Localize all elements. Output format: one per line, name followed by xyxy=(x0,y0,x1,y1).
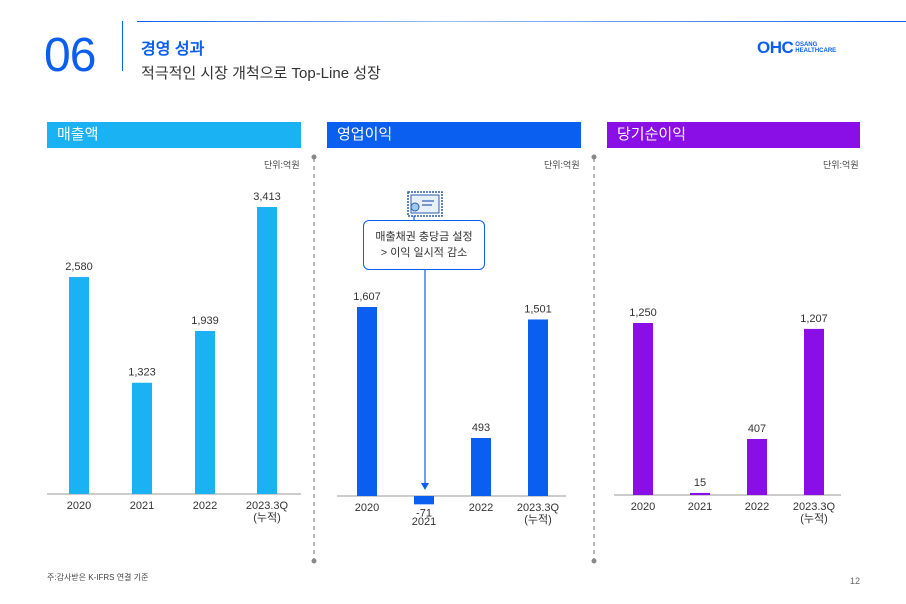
category-label: 2022 xyxy=(193,500,217,512)
data-label: 1,323 xyxy=(128,367,156,379)
callout-line-1: 매출채권 충당금 설정 xyxy=(375,231,473,243)
footnote: 주:감사받은 K-IFRS 연결 기준 xyxy=(47,573,149,582)
callout-box: 매출채권 충당금 설정 > 이익 일시적 감소 xyxy=(363,220,485,270)
company-logo: OHC OSANG HEALTHCARE xyxy=(757,38,836,58)
category-label: 2021 xyxy=(688,501,712,513)
bar-2023.3Q xyxy=(528,319,548,496)
unit-label: 단위:억원 xyxy=(544,160,580,170)
data-label: 2,580 xyxy=(65,261,93,273)
logo-mark: OHC xyxy=(757,38,794,57)
unit-label: 단위:억원 xyxy=(264,160,300,170)
bar-2023.3Q xyxy=(804,328,824,495)
bar-2021 xyxy=(414,496,434,505)
category-label: 2023.3Q xyxy=(517,502,560,514)
data-label: 1,501 xyxy=(524,303,552,315)
data-label: 3,413 xyxy=(253,191,281,203)
header-vertical-rule xyxy=(122,21,123,71)
category-label: 2023.3Q xyxy=(793,501,836,513)
bar-2020 xyxy=(69,277,89,494)
category-label: 2022 xyxy=(469,502,493,514)
data-label: -71 xyxy=(416,507,432,519)
category-label: 2020 xyxy=(67,500,91,512)
section-number: 06 xyxy=(44,29,96,82)
bar-2022 xyxy=(747,438,767,495)
data-label: 1,207 xyxy=(800,313,828,325)
category-label: 2021 xyxy=(412,516,436,528)
data-label: 1,939 xyxy=(191,315,219,327)
divider-2 xyxy=(591,154,597,564)
category-label: 2023.3Q xyxy=(246,500,289,512)
callout-line-2: > 이익 일시적 감소 xyxy=(380,247,468,259)
bar-2020 xyxy=(633,323,653,495)
category-label: (누적) xyxy=(253,511,281,524)
category-label: (누적) xyxy=(524,513,552,526)
category-label: (누적) xyxy=(800,512,828,525)
data-label: 1,607 xyxy=(353,291,381,303)
panel-header-revenue: 매출액 xyxy=(47,122,301,148)
page-title: 경영 성과 xyxy=(141,41,205,58)
bar-2021 xyxy=(132,382,152,494)
category-label: 2021 xyxy=(130,500,154,512)
category-label: 2020 xyxy=(355,502,379,514)
data-label: 15 xyxy=(694,477,706,489)
page-number: 12 xyxy=(850,576,861,586)
data-label: 407 xyxy=(748,423,766,435)
logo-text: OSANG HEALTHCARE xyxy=(795,42,837,54)
header-horizontal-rule xyxy=(137,21,906,22)
bar-2021 xyxy=(690,492,710,495)
page-subtitle: 적극적인 시장 개척으로 Top-Line 성장 xyxy=(141,65,381,82)
category-label: 2020 xyxy=(631,501,655,513)
divider-1 xyxy=(311,154,317,564)
data-label: 493 xyxy=(472,422,490,434)
bar-2020 xyxy=(357,307,377,496)
unit-label: 단위:억원 xyxy=(823,160,859,170)
panel-header-operating-profit: 영업이익 xyxy=(327,122,581,148)
bar-2022 xyxy=(195,330,215,494)
bar-2022 xyxy=(471,438,491,496)
bar-2023.3Q xyxy=(257,207,277,494)
category-label: 2022 xyxy=(745,501,769,513)
data-label: 1,250 xyxy=(629,307,657,319)
certificate-icon xyxy=(407,191,443,217)
panel-header-net-income: 당기순이익 xyxy=(607,122,860,148)
